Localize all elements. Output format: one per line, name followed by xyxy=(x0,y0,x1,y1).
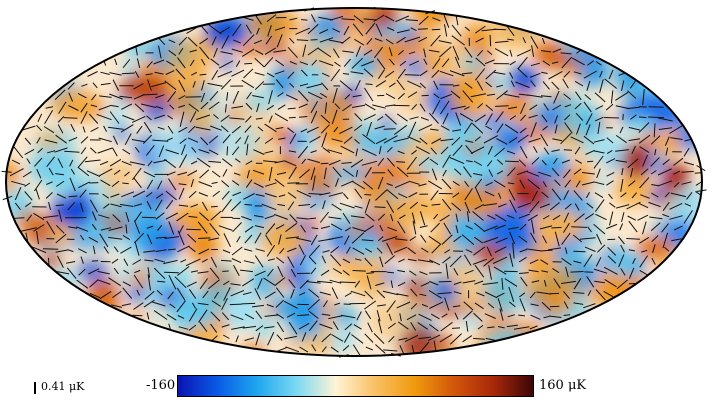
colorbar-max-label: 160 μK xyxy=(539,378,587,393)
temperature-colorbar xyxy=(177,375,534,397)
polarization-scale-bar xyxy=(34,382,36,394)
legend: 0.41 μK -160 160 μK xyxy=(0,364,720,404)
edge-polarization-vectors xyxy=(1,6,707,358)
map-outline xyxy=(5,7,703,357)
colorbar-min-label: -160 xyxy=(146,378,176,393)
sky-map xyxy=(1,6,707,358)
polarization-scale-label: 0.41 μK xyxy=(41,380,85,393)
polarization-vectors xyxy=(9,10,702,356)
temperature-anisotropy-field xyxy=(6,8,702,356)
